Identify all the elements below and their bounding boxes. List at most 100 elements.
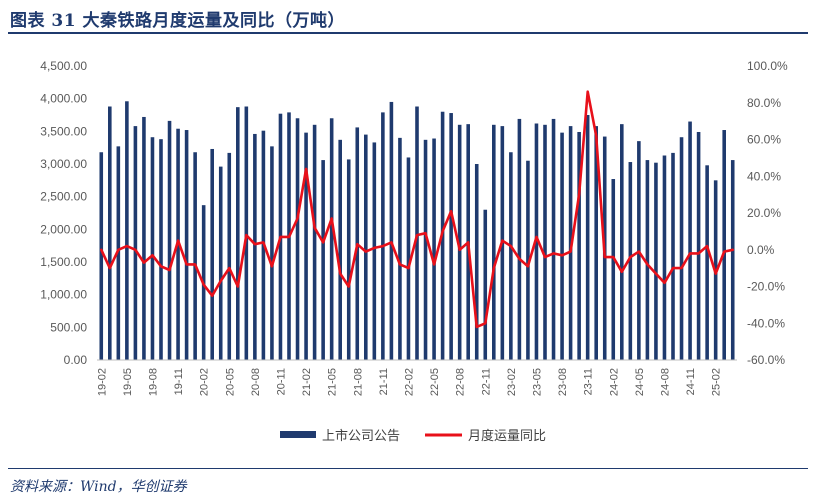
bar bbox=[364, 134, 368, 360]
bar bbox=[620, 124, 624, 360]
bar bbox=[142, 116, 146, 361]
bar bbox=[492, 124, 496, 360]
x-tick-label: 23-02 bbox=[506, 368, 518, 396]
bar bbox=[244, 106, 249, 360]
bar bbox=[679, 137, 684, 360]
legend-bar-label: 上市公司公告 bbox=[322, 428, 400, 443]
bar bbox=[662, 155, 667, 360]
x-tick-label: 22-05 bbox=[429, 368, 441, 396]
x-tick-label: 19-08 bbox=[147, 368, 159, 396]
bar bbox=[509, 152, 513, 360]
bar bbox=[389, 101, 394, 360]
y-right-tick-label: -20.0% bbox=[747, 280, 785, 294]
bar bbox=[193, 152, 197, 360]
bar bbox=[184, 130, 189, 360]
bar bbox=[253, 133, 257, 360]
y-left-tick-label: 2,000.00 bbox=[40, 222, 87, 236]
x-tick-label: 19-05 bbox=[122, 368, 134, 396]
x-tick-label: 24-02 bbox=[608, 368, 620, 396]
x-tick-label: 25-02 bbox=[711, 368, 723, 396]
bar bbox=[474, 164, 479, 360]
x-tick-label: 23-05 bbox=[531, 368, 543, 396]
source-note: 资料来源：Wind，华创证券 bbox=[10, 479, 187, 495]
bar bbox=[483, 209, 488, 360]
bar bbox=[526, 160, 530, 360]
x-tick-label: 21-08 bbox=[352, 368, 364, 396]
x-tick-label: 21-02 bbox=[301, 368, 313, 396]
y-left-tick-label: 0.00 bbox=[64, 353, 88, 367]
bar bbox=[346, 159, 351, 360]
bar bbox=[270, 146, 274, 360]
x-tick-label: 20-08 bbox=[250, 368, 262, 396]
bar bbox=[628, 162, 633, 360]
bar bbox=[133, 126, 138, 361]
bar bbox=[210, 148, 214, 360]
bar bbox=[99, 152, 104, 360]
x-tick-label: 24-11 bbox=[685, 368, 697, 395]
chart-container: 0.00 500.00 1,000.00 1,500.00 2,000.00 2,500.… bbox=[0, 36, 814, 466]
x-tick-label: 20-02 bbox=[199, 368, 211, 396]
x-tick-label: 20-11 bbox=[275, 368, 287, 395]
source-divider bbox=[8, 468, 808, 469]
y-left-tick-label: 3,000.00 bbox=[40, 157, 87, 171]
bar bbox=[654, 162, 658, 360]
bar bbox=[236, 107, 240, 360]
x-tick-label: 22-02 bbox=[403, 368, 415, 396]
bar bbox=[218, 166, 223, 360]
y-left-tick-label: 4,500.00 bbox=[40, 59, 87, 73]
y-left-tick-label: 3,500.00 bbox=[40, 124, 87, 138]
x-tick-label: 22-11 bbox=[480, 368, 492, 395]
y-right-tick-label: 40.0% bbox=[747, 169, 781, 183]
yoy-line bbox=[100, 90, 735, 329]
bar bbox=[730, 160, 735, 360]
bar bbox=[338, 139, 342, 360]
x-tick-label: 19-11 bbox=[173, 368, 185, 395]
x-tick-label: 23-11 bbox=[583, 368, 595, 395]
x-tick-label: 20-05 bbox=[224, 368, 236, 396]
bar bbox=[457, 124, 462, 360]
bar bbox=[543, 124, 547, 360]
bar bbox=[671, 152, 675, 360]
bar bbox=[705, 165, 709, 360]
bar bbox=[125, 101, 129, 360]
bar bbox=[688, 121, 692, 361]
y-right-tick-label: 20.0% bbox=[747, 206, 781, 220]
bar bbox=[108, 106, 112, 360]
x-tick-label: 19-02 bbox=[96, 368, 108, 396]
bar bbox=[116, 146, 121, 360]
y-left-tick-label: 4,000.00 bbox=[40, 92, 87, 106]
bar bbox=[150, 137, 155, 360]
x-tick-label: 22-08 bbox=[455, 368, 467, 396]
y-left-tick-label: 2,500.00 bbox=[40, 190, 87, 204]
bar bbox=[381, 112, 385, 361]
bar bbox=[577, 131, 581, 360]
bar bbox=[159, 139, 163, 360]
bar bbox=[611, 179, 616, 360]
bar bbox=[696, 131, 701, 360]
bar bbox=[295, 118, 300, 361]
combo-chart: 0.00 500.00 1,000.00 1,500.00 2,000.00 2,500.… bbox=[40, 59, 788, 443]
bar bbox=[329, 118, 334, 361]
bar bbox=[406, 157, 411, 360]
y-left-tick-label: 1,500.00 bbox=[40, 255, 87, 269]
bar bbox=[167, 120, 172, 360]
x-tick-label: 23-08 bbox=[557, 368, 569, 396]
figure-title: 图表 31 大秦铁路月度运量及同比（万吨） bbox=[10, 11, 345, 31]
y-left-tick-label: 500.00 bbox=[50, 320, 87, 334]
y-right-tick-label: 0.0% bbox=[747, 243, 775, 257]
y-right-tick-label: 100.0% bbox=[747, 59, 788, 73]
bar bbox=[304, 132, 308, 360]
x-tick-label: 21-05 bbox=[327, 368, 339, 396]
bar bbox=[398, 137, 402, 360]
x-tick-label: 21-11 bbox=[378, 368, 390, 395]
x-tick-label: 24-05 bbox=[634, 368, 646, 396]
bar bbox=[449, 113, 453, 360]
bar bbox=[645, 160, 650, 360]
title-bar: 图表 31 大秦铁路月度运量及同比（万吨） bbox=[0, 0, 814, 34]
bar bbox=[594, 126, 598, 361]
x-tick-label: 24-08 bbox=[659, 368, 671, 396]
bar bbox=[227, 152, 232, 360]
bar bbox=[517, 118, 522, 360]
bar bbox=[585, 115, 590, 360]
bar bbox=[560, 132, 564, 360]
